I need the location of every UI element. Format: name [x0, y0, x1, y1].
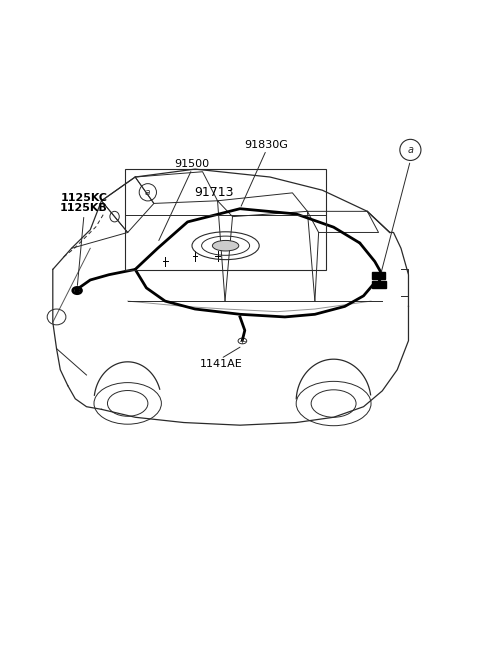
Text: 91500: 91500 — [174, 159, 210, 169]
Text: 91713: 91713 — [194, 186, 233, 198]
Text: 91830G: 91830G — [244, 140, 288, 150]
Text: a: a — [408, 145, 413, 155]
Text: 1125KC: 1125KC — [60, 193, 108, 203]
FancyBboxPatch shape — [372, 281, 386, 288]
Text: a: a — [145, 188, 151, 196]
FancyBboxPatch shape — [372, 272, 385, 279]
Circle shape — [74, 288, 80, 293]
Text: 1125KB: 1125KB — [60, 204, 108, 214]
Ellipse shape — [212, 240, 239, 251]
Text: 1141AE: 1141AE — [199, 359, 242, 369]
